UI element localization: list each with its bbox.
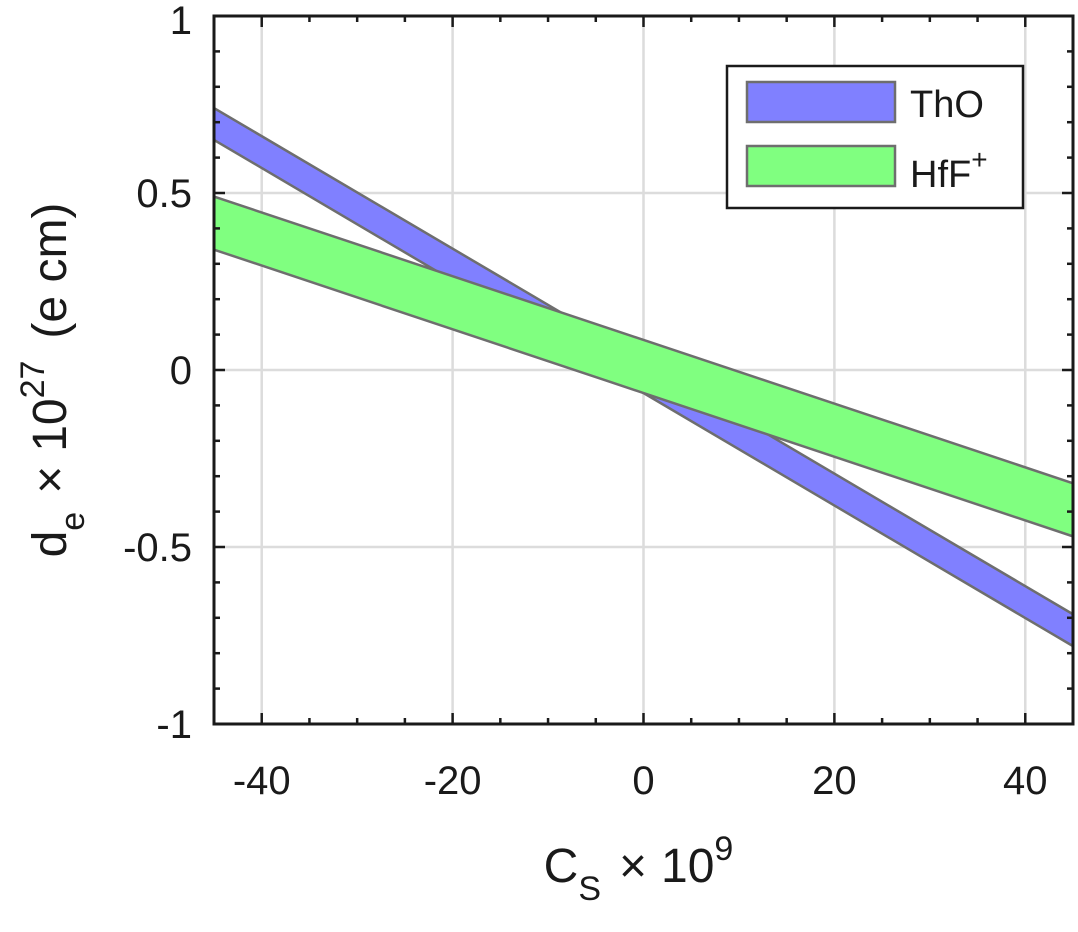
y-tick-label: 0	[170, 349, 192, 393]
x-tick-label: -20	[424, 759, 482, 803]
y-axis-label-base: 10	[24, 398, 77, 451]
plot-frame	[212, 14, 1075, 726]
y-axis-label-times: ×	[24, 466, 77, 494]
y-axis-label: de × 1027 (e cm)	[14, 203, 92, 558]
legend-swatch-tho	[745, 80, 897, 124]
x-tick-label: -40	[233, 759, 291, 803]
y-axis-label-main: d	[24, 531, 77, 558]
legend-label-hff-text: HfF	[910, 154, 971, 196]
x-tick-label: 40	[1003, 759, 1048, 803]
x-axis-label-times: ×	[619, 840, 647, 893]
x-axis-label-main: C	[544, 840, 579, 893]
x-axis-label-sub: S	[578, 870, 601, 908]
y-tick-label: -0.5	[123, 526, 192, 570]
y-tick-label: -1	[156, 703, 192, 747]
legend-swatch-hff	[745, 144, 897, 188]
y-tick-label: 1	[170, 0, 192, 43]
legend-label-hff: HfF+	[910, 144, 988, 196]
y-tick-label: 0.5	[136, 172, 192, 216]
bands	[214, 106, 1073, 648]
x-axis-label-exp: 9	[714, 830, 733, 868]
legend: ThO HfF+	[725, 64, 1025, 210]
x-axis-label-base: 10	[661, 840, 714, 893]
tick-labels: -40 -20 0 20 40 -1 -0.5 0 0.5 1	[123, 0, 1047, 803]
legend-label-tho: ThO	[910, 84, 984, 126]
band-hff	[214, 195, 1073, 538]
y-axis-label-exp: 27	[14, 361, 52, 399]
y-axis-label-sub: e	[54, 512, 92, 531]
x-tick-label: 0	[632, 759, 654, 803]
y-axis-label-unit: (e cm)	[24, 203, 77, 339]
legend-label-hff-sup: +	[971, 144, 987, 175]
x-axis-label: CS × 109	[544, 830, 734, 908]
x-tick-label: 20	[812, 759, 857, 803]
legend-label-tho-text: ThO	[910, 84, 984, 126]
